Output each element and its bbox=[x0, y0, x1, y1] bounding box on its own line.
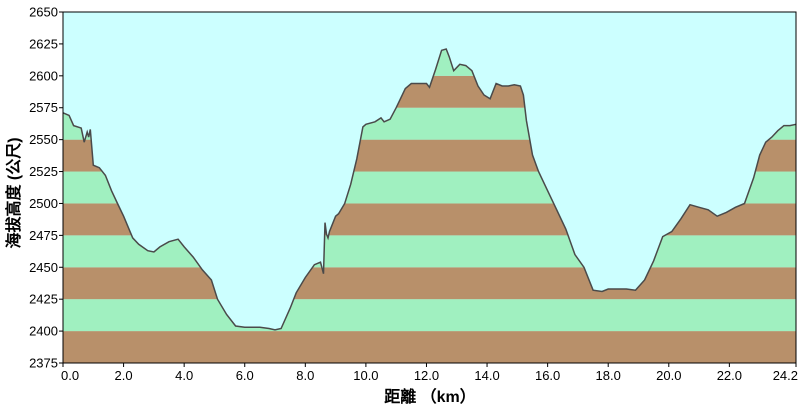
x-tick-label: 24.2 bbox=[773, 368, 798, 383]
y-tick-label: 2550 bbox=[29, 132, 58, 147]
plot-frame bbox=[62, 11, 797, 364]
y-tick-label: 2600 bbox=[29, 68, 58, 83]
elevation-band bbox=[63, 331, 796, 363]
x-tick-label: 14.0 bbox=[474, 368, 499, 383]
y-tick-label: 2450 bbox=[29, 260, 58, 275]
y-tick-label: 2425 bbox=[29, 292, 58, 307]
x-tick-label: 8.0 bbox=[296, 368, 314, 383]
x-tick-label: 12.0 bbox=[414, 368, 439, 383]
x-tick-label: 2.0 bbox=[115, 368, 133, 383]
y-tick-label: 2400 bbox=[29, 324, 58, 339]
y-tick-label: 2625 bbox=[29, 36, 58, 51]
x-tick-label: 18.0 bbox=[596, 368, 621, 383]
x-tick-label: 0.0 bbox=[61, 368, 79, 383]
y-tick-label: 2525 bbox=[29, 164, 58, 179]
x-tick-label: 6.0 bbox=[236, 368, 254, 383]
y-tick-label: 2575 bbox=[29, 100, 58, 115]
elevation-band bbox=[63, 299, 796, 332]
x-tick-label: 4.0 bbox=[175, 368, 193, 383]
y-tick-label: 2375 bbox=[29, 356, 58, 371]
y-axis: 2375 2400 2425 2450 2475 2500 2525 2550 2575 2600… bbox=[29, 5, 63, 371]
x-tick-label: 10.0 bbox=[353, 368, 378, 383]
elevation-profile-line bbox=[62, 48, 797, 331]
x-axis-title: 距離 （km） bbox=[384, 387, 476, 406]
y-axis-title: 海拔高度 (公尺) bbox=[4, 137, 23, 248]
y-tick-label: 2650 bbox=[29, 5, 58, 20]
elevation-band bbox=[63, 267, 796, 300]
x-tick-label: 16.0 bbox=[535, 368, 560, 383]
x-tick-label: 22.0 bbox=[717, 368, 742, 383]
x-tick-label: 20.0 bbox=[656, 368, 681, 383]
y-tick-label: 2500 bbox=[29, 196, 58, 211]
y-tick-label: 2475 bbox=[29, 228, 58, 243]
x-axis: 0.0 2.0 4.0 6.0 8.0 10.0 12.0 14.0 16.0 18.0 20.0 2… bbox=[61, 363, 798, 383]
plot-area bbox=[62, 11, 797, 364]
